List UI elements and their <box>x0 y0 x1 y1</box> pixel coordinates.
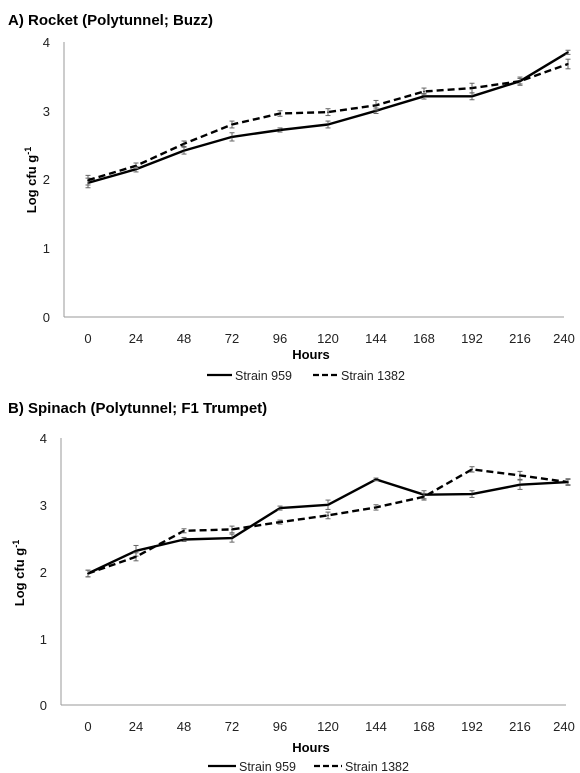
chart-b-series-line-strain-1382 <box>87 468 569 575</box>
chart-b-point-strain-959-3 <box>231 537 233 539</box>
chart-a-xtick-0: 0 <box>84 331 91 346</box>
chart-b-legend: Strain 959 Strain 1382 <box>208 760 409 773</box>
chart-a-point-strain-1382-8 <box>471 87 473 89</box>
chart-b-point-strain-959-6 <box>375 478 377 481</box>
chart-a-plot-area <box>85 49 571 189</box>
chart-a-point-strain-1382-4 <box>279 112 281 115</box>
chart-b-point-strain-1382-8 <box>471 468 473 471</box>
chart-a-point-strain-959-8 <box>471 95 473 98</box>
chart-a-point-strain-1382-0 <box>87 179 89 181</box>
chart-b-point-strain-959-2 <box>183 538 185 541</box>
chart-b-xtick-6: 144 <box>365 719 387 734</box>
chart-a-point-strain-1382-9 <box>519 80 521 82</box>
chart-b-xlabel: Hours <box>292 740 330 755</box>
chart-b-xtick-10: 240 <box>553 719 575 734</box>
chart-b-legend-label-959: Strain 959 <box>239 760 296 773</box>
chart-a-xtick-2: 48 <box>177 331 191 346</box>
chart-b-ytick-2: 2 <box>40 565 47 580</box>
chart-a-xtick-7: 168 <box>413 331 435 346</box>
chart-b: B) Spinach (Polytunnel; F1 Trumpet) Log … <box>8 400 575 773</box>
chart-b-ytick-0: 0 <box>40 698 47 713</box>
chart-b-ytick-4: 4 <box>40 431 47 446</box>
chart-a-xtick-4: 96 <box>273 331 287 346</box>
chart-a-xtick-8: 192 <box>461 331 483 346</box>
chart-b-point-strain-1382-3 <box>231 528 233 531</box>
chart-a-ytick-4: 4 <box>43 35 50 50</box>
chart-b-point-strain-959-8 <box>471 493 473 495</box>
chart-a-ytick-2: 2 <box>43 172 50 187</box>
chart-a-xtick-3: 72 <box>225 331 239 346</box>
chart-b-ytick-1: 1 <box>40 632 47 647</box>
chart-a-point-strain-959-4 <box>279 129 281 131</box>
chart-b-point-strain-1382-2 <box>183 529 185 532</box>
chart-a-xtick-6: 144 <box>365 331 387 346</box>
chart-a-y-ticks: 0 1 2 3 4 <box>43 35 50 325</box>
chart-b-plot-area <box>85 466 571 578</box>
chart-a-title: A) Rocket (Polytunnel; Buzz) <box>8 12 213 29</box>
chart-b-title: B) Spinach (Polytunnel; F1 Trumpet) <box>8 400 267 417</box>
chart-a-xtick-10: 240 <box>553 331 575 346</box>
chart-a-point-strain-959-2 <box>183 149 185 152</box>
chart-a-point-strain-959-3 <box>231 136 233 138</box>
chart-a-point-strain-1382-3 <box>231 123 233 126</box>
chart-b-xtick-4: 96 <box>273 719 287 734</box>
chart-a-xtick-5: 120 <box>317 331 339 346</box>
chart-b-x-ticks: 0 24 48 72 96 120 144 168 192 216 240 <box>84 719 574 734</box>
chart-a-legend-label-1382: Strain 1382 <box>341 369 405 383</box>
chart-b-xtick-9: 216 <box>509 719 531 734</box>
chart-b-point-strain-1382-1 <box>135 556 137 558</box>
chart-b-xtick-3: 72 <box>225 719 239 734</box>
chart-b-point-strain-959-1 <box>135 550 137 552</box>
chart-b-point-strain-959-5 <box>327 503 329 506</box>
chart-b-xtick-7: 168 <box>413 719 435 734</box>
chart-a-ytick-3: 3 <box>43 104 50 119</box>
chart-a-ytick-1: 1 <box>43 241 50 256</box>
chart-a-point-strain-959-10 <box>567 51 569 54</box>
chart-a-point-strain-1382-2 <box>183 142 185 145</box>
chart-a-xlabel: Hours <box>292 347 330 362</box>
chart-a-point-strain-959-7 <box>423 95 425 98</box>
chart-a-x-ticks: 0 24 48 72 96 120 144 168 192 216 240 <box>84 331 574 346</box>
chart-b-point-strain-959-4 <box>279 507 281 509</box>
chart-b-xtick-5: 120 <box>317 719 339 734</box>
chart-a-point-strain-1382-1 <box>135 164 137 167</box>
chart-b-point-strain-1382-4 <box>279 521 281 523</box>
chart-b-xtick-1: 24 <box>129 719 143 734</box>
chart-a-legend: Strain 959 Strain 1382 <box>207 369 405 383</box>
chart-b-point-strain-1382-0 <box>87 572 89 575</box>
chart-b-y-ticks: 0 1 2 3 4 <box>40 431 47 713</box>
chart-a-point-strain-1382-6 <box>375 104 377 107</box>
chart-a-point-strain-959-5 <box>327 123 329 126</box>
chart-b-xtick-0: 0 <box>84 719 91 734</box>
chart-b-point-strain-1382-7 <box>423 495 425 498</box>
chart-a-xtick-1: 24 <box>129 331 143 346</box>
chart-a: A) Rocket (Polytunnel; Buzz) Log cfu g-1… <box>8 12 575 383</box>
chart-b-point-strain-1382-5 <box>327 514 329 517</box>
chart-b-legend-label-1382: Strain 1382 <box>345 760 409 773</box>
chart-b-series-line-strain-959 <box>87 478 569 575</box>
chart-a-point-strain-1382-5 <box>327 111 329 113</box>
chart-b-point-strain-1382-6 <box>375 506 377 509</box>
chart-b-ytick-3: 3 <box>40 498 47 513</box>
chart-a-xtick-9: 216 <box>509 331 531 346</box>
chart-b-point-strain-1382-9 <box>519 474 521 477</box>
chart-a-legend-label-959: Strain 959 <box>235 369 292 383</box>
chart-b-xtick-8: 192 <box>461 719 483 734</box>
chart-b-ylabel: Log cfu g-1 <box>11 540 27 607</box>
chart-a-point-strain-1382-10 <box>567 63 569 65</box>
chart-b-point-strain-1382-10 <box>567 481 569 483</box>
chart-b-point-strain-959-9 <box>519 483 521 486</box>
chart-b-xtick-2: 48 <box>177 719 191 734</box>
chart-a-series-line-strain-959 <box>87 51 569 185</box>
chart-a-ytick-0: 0 <box>43 310 50 325</box>
chart-a-point-strain-1382-7 <box>423 90 425 93</box>
chart-a-ylabel: Log cfu g-1 <box>23 147 39 214</box>
